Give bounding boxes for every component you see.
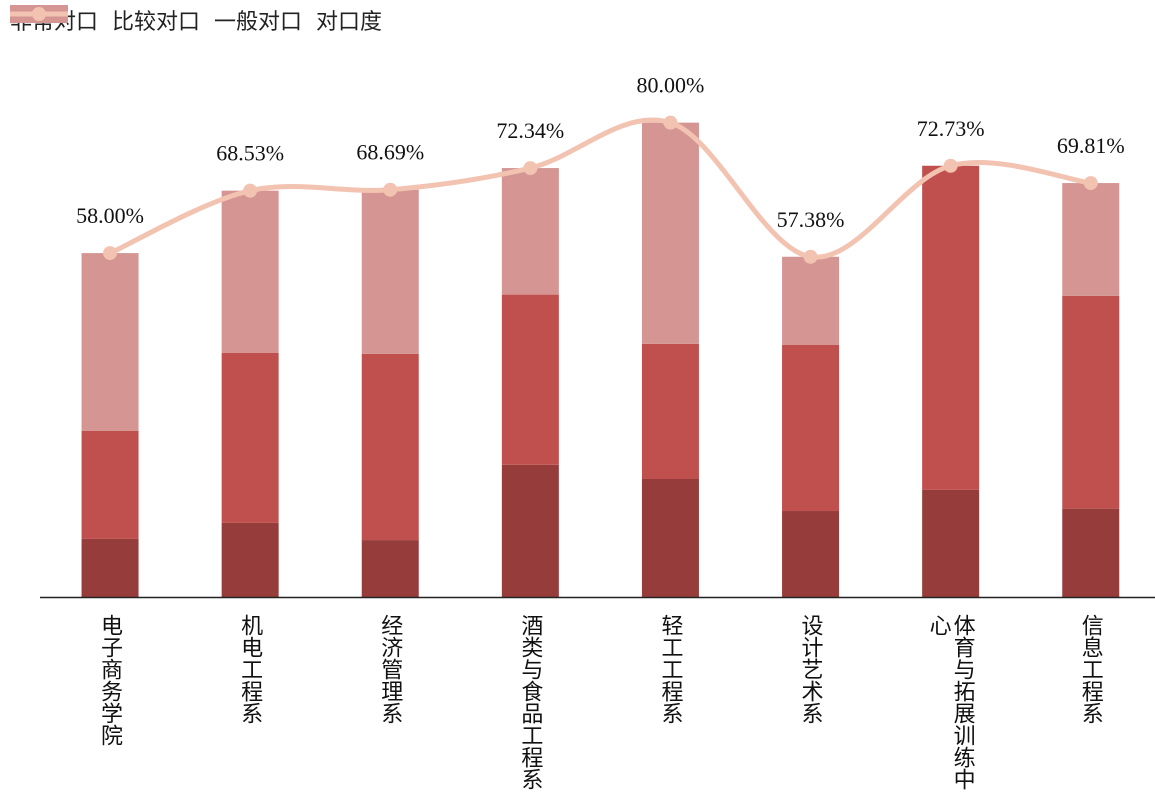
bar-segment — [1062, 183, 1120, 296]
bar-segment — [782, 345, 840, 512]
legend-label: 比较对口 — [112, 9, 201, 34]
bar-segment — [81, 538, 139, 597]
bar-segment — [641, 122, 699, 344]
data-label: 69.81% — [1057, 133, 1125, 158]
data-label: 57.38% — [777, 207, 845, 232]
line — [109, 117, 1092, 260]
data-label: 68.69% — [356, 140, 424, 165]
line-marker — [1083, 176, 1098, 191]
data-label: 72.73% — [917, 116, 985, 141]
legend-item: 一般对口 — [10, 4, 303, 36]
bar-segment — [361, 353, 419, 541]
data-label: 58.00% — [76, 203, 144, 228]
x-tick-label: 信息工程系 — [1078, 614, 1104, 724]
data-label: 72.34% — [496, 118, 564, 143]
data-label: 80.00% — [637, 73, 705, 98]
bar-segment — [641, 343, 699, 480]
legend-item: 对口度 — [10, 4, 383, 36]
line-marker — [103, 246, 118, 261]
line-marker — [803, 249, 818, 264]
data-label: 68.53% — [216, 141, 284, 166]
legend-item: 比较对口 — [10, 4, 201, 36]
bar-segment — [922, 489, 980, 597]
line-marker — [243, 183, 258, 198]
bar-segment — [782, 511, 840, 597]
x-tick-label: 经济管理系 — [378, 614, 404, 724]
bar-segment — [501, 294, 559, 465]
bar-segment — [922, 165, 980, 490]
x-tick-label: 酒类与食品工程系 — [518, 614, 544, 790]
bar-segment — [361, 189, 419, 354]
bar-segment — [641, 479, 699, 597]
x-tick-label: 体育与拓展训练中心 — [926, 614, 976, 790]
bar-segment — [81, 430, 139, 539]
x-tick-label: 电子商务学院 — [98, 614, 124, 746]
bar-segment — [1062, 508, 1120, 597]
bar-segment — [782, 256, 840, 345]
line-marker — [663, 115, 678, 130]
legend: 非常对口比较对口一般对口对口度 — [10, 4, 382, 36]
legend-marker — [32, 7, 46, 21]
legend-label: 对口度 — [316, 9, 383, 34]
line-marker — [523, 161, 538, 176]
line-marker — [943, 158, 958, 173]
line-marker — [383, 182, 398, 197]
bar-segment — [501, 168, 559, 295]
x-tick-label: 轻工工程系 — [658, 614, 684, 724]
bar-segment — [501, 464, 559, 597]
bar-segment — [81, 253, 139, 431]
x-tick-label: 机电工程系 — [238, 614, 264, 724]
bar-segment — [221, 352, 279, 523]
bar-segment — [221, 522, 279, 597]
x-tick-label: 设计艺术系 — [798, 614, 824, 724]
bar-segment — [1062, 295, 1120, 509]
bar-segment — [361, 540, 419, 597]
legend-label: 一般对口 — [214, 9, 303, 34]
bar-segment — [221, 190, 279, 353]
legend-swatch — [10, 7, 68, 21]
